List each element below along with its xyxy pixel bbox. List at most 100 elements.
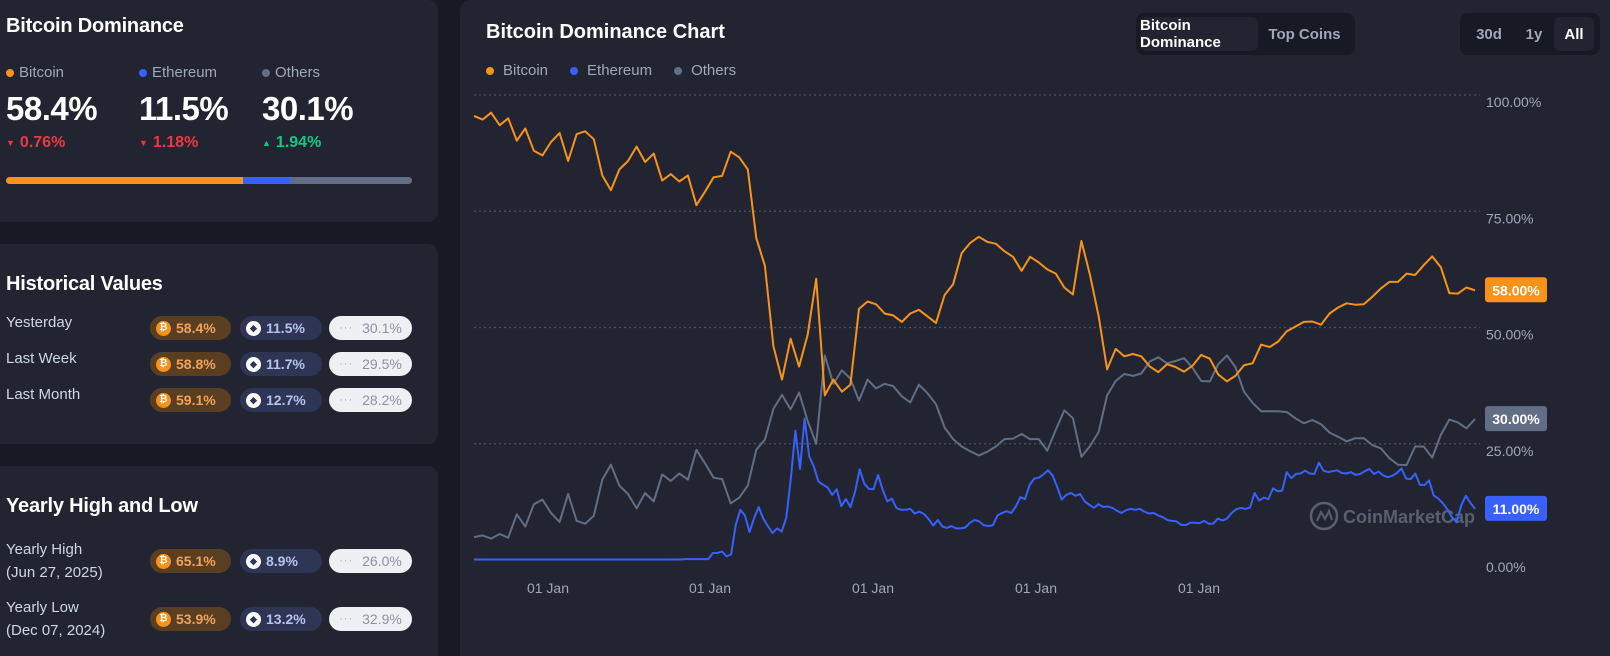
tab-bitcoin-dominance[interactable]: Bitcoin Dominance bbox=[1140, 17, 1258, 51]
dominance-bitcoin-label: Bitcoin bbox=[19, 64, 65, 81]
dominance-bitcoin-change-value: 0.76% bbox=[19, 134, 66, 151]
others-dot-icon bbox=[262, 68, 270, 77]
ethereum-icon: ◆ bbox=[246, 320, 261, 336]
historical-row-last-month: Last Month ₿ 59.1% ◆ 12.7% ··· 28.2% bbox=[0, 384, 438, 414]
coinmarketcap-logo-icon bbox=[1309, 501, 1339, 531]
x-tick-label: 01 Jan bbox=[1015, 580, 1057, 596]
range-30d[interactable]: 30d bbox=[1476, 25, 1502, 43]
y-tick-label: 50.00% bbox=[1486, 327, 1533, 343]
eth-value-pill: ◆ 11.7% bbox=[240, 352, 322, 376]
eth-value: 13.2% bbox=[266, 611, 306, 627]
historical-row-last-week: Last Week ₿ 58.8% ◆ 11.7% ··· 29.5% bbox=[0, 348, 438, 378]
yearly-high-low-panel: Yearly High and Low Yearly High (Jun 27,… bbox=[0, 466, 438, 656]
bitcoin-dot-icon bbox=[486, 66, 494, 75]
historical-values-title: Historical Values bbox=[6, 273, 163, 295]
dominance-share-bar bbox=[6, 177, 412, 184]
bitcoin-icon: ₿ bbox=[156, 611, 171, 627]
ethereum-icon: ◆ bbox=[246, 392, 261, 408]
legend-label: Bitcoin bbox=[503, 62, 549, 79]
historical-row-label: Last Week bbox=[6, 350, 77, 367]
badge-label: 30.00% bbox=[1492, 411, 1540, 427]
dominance-others-change: ▲ 1.94% bbox=[262, 134, 353, 152]
bitcoin-icon: ₿ bbox=[156, 553, 171, 569]
historical-row-label: Yesterday bbox=[6, 314, 73, 331]
dominance-title: Bitcoin Dominance bbox=[6, 15, 184, 37]
dominance-ethereum-value: 11.5% bbox=[139, 90, 229, 127]
others-dots-icon: ··· bbox=[339, 613, 354, 625]
others-value: 32.9% bbox=[362, 611, 402, 627]
caret-up-icon: ▲ bbox=[262, 138, 271, 148]
others-value-pill: ··· 32.9% bbox=[329, 607, 412, 631]
eth-value-pill: ◆ 11.5% bbox=[240, 316, 322, 340]
legend-label: Ethereum bbox=[587, 62, 653, 79]
btc-value: 58.4% bbox=[176, 320, 216, 336]
btc-value-pill: ₿ 65.1% bbox=[150, 549, 231, 573]
share-bar-others bbox=[289, 177, 412, 184]
dominance-chart-panel: Bitcoin Dominance Chart Bitcoin Ethereum… bbox=[460, 0, 1610, 656]
dominance-panel: Bitcoin Dominance Bitcoin 58.4% ▼ 0.76% E… bbox=[0, 0, 438, 222]
last-value-badge-others: 30.00% bbox=[1485, 406, 1547, 432]
coinmarketcap-logo-mark bbox=[1316, 508, 1333, 522]
yearly-row-high: Yearly High (Jun 27, 2025) ₿ 65.1% ◆ 8.9% … bbox=[0, 539, 438, 587]
range-1y[interactable]: 1y bbox=[1525, 25, 1543, 43]
badge-background bbox=[1485, 277, 1547, 303]
btc-value-pill: ₿ 53.9% bbox=[150, 607, 231, 631]
dominance-bitcoin-change: ▼ 0.76% bbox=[6, 134, 97, 152]
series-line-bitcoin bbox=[473, 111, 1476, 397]
dominance-ethereum-change: ▼ 1.18% bbox=[139, 134, 228, 152]
legend-label: Others bbox=[691, 62, 737, 79]
btc-value: 58.8% bbox=[176, 356, 216, 372]
others-dots-icon: ··· bbox=[339, 322, 354, 334]
others-dots-icon: ··· bbox=[339, 358, 354, 370]
y-tick-label: 0.00% bbox=[1486, 559, 1526, 575]
yearly-high-low-title: Yearly High and Low bbox=[6, 495, 198, 517]
others-value-pill: ··· 30.1% bbox=[329, 316, 412, 340]
historical-row-label: Last Month bbox=[6, 386, 81, 403]
legend-item-bitcoin[interactable]: Bitcoin bbox=[486, 62, 548, 79]
series-line-ethereum bbox=[474, 417, 1476, 561]
tab-top-coins[interactable]: Top Coins bbox=[1268, 25, 1341, 43]
watermark-text: CoinMarketCap bbox=[1343, 507, 1475, 527]
eth-value: 8.9% bbox=[266, 553, 298, 569]
last-value-badge-ethereum: 11.00% bbox=[1485, 495, 1547, 521]
others-value: 28.2% bbox=[362, 392, 402, 408]
eth-value: 12.7% bbox=[266, 392, 306, 408]
dominance-bitcoin: Bitcoin 58.4% ▼ 0.76% bbox=[6, 64, 98, 152]
y-axis: 100.00% 75.00% 50.00% 25.00% 0.00% bbox=[1486, 94, 1541, 575]
yearly-row-label: Yearly Low bbox=[6, 599, 79, 616]
yearly-row-label: Yearly High bbox=[6, 541, 83, 558]
badge-background bbox=[1485, 406, 1547, 432]
eth-value-pill: ◆ 12.7% bbox=[240, 388, 322, 412]
y-tick-label: 25.00% bbox=[1486, 443, 1533, 459]
y-tick-label: 100.00% bbox=[1486, 94, 1541, 110]
eth-value-pill: ◆ 8.9% bbox=[240, 549, 322, 573]
watermark: CoinMarketCap bbox=[1309, 501, 1475, 531]
caret-down-icon: ▼ bbox=[139, 138, 148, 148]
btc-value-pill: ₿ 58.4% bbox=[150, 316, 231, 340]
series-line-others bbox=[473, 354, 1476, 540]
chart-lines bbox=[473, 111, 1476, 561]
yearly-row-date: (Jun 27, 2025) bbox=[6, 564, 103, 581]
btc-value-pill: ₿ 59.1% bbox=[150, 388, 231, 412]
last-value-badge-bitcoin: 58.00% bbox=[1485, 277, 1547, 303]
chart-grid bbox=[474, 94, 1480, 445]
range-all[interactable]: All bbox=[1554, 17, 1594, 51]
dominance-ethereum-label: Ethereum bbox=[152, 64, 218, 81]
caret-down-icon: ▼ bbox=[6, 138, 15, 148]
others-value: 26.0% bbox=[362, 553, 402, 569]
dominance-line-chart[interactable]: CoinMarketCap 100.00% 75.00% 50.00% 25.00% 0… bbox=[460, 0, 1610, 656]
dominance-bitcoin-value: 58.4% bbox=[6, 90, 98, 127]
dominance-others-label: Others bbox=[275, 64, 321, 81]
yearly-row-date: (Dec 07, 2024) bbox=[6, 622, 106, 639]
others-value: 30.1% bbox=[362, 320, 402, 336]
dominance-others-change-value: 1.94% bbox=[275, 134, 322, 151]
legend-item-ethereum[interactable]: Ethereum bbox=[570, 62, 652, 79]
legend-item-others[interactable]: Others bbox=[674, 62, 736, 79]
share-bar-ethereum bbox=[243, 177, 290, 184]
others-dots-icon: ··· bbox=[339, 394, 354, 406]
chart-view-tabs: Bitcoin Dominance Top Coins bbox=[1136, 13, 1355, 55]
bitcoin-icon: ₿ bbox=[156, 320, 171, 336]
chart-legend[interactable]: Bitcoin Ethereum Others bbox=[486, 62, 736, 79]
eth-value: 11.5% bbox=[266, 320, 305, 336]
others-dot-icon bbox=[674, 66, 683, 75]
